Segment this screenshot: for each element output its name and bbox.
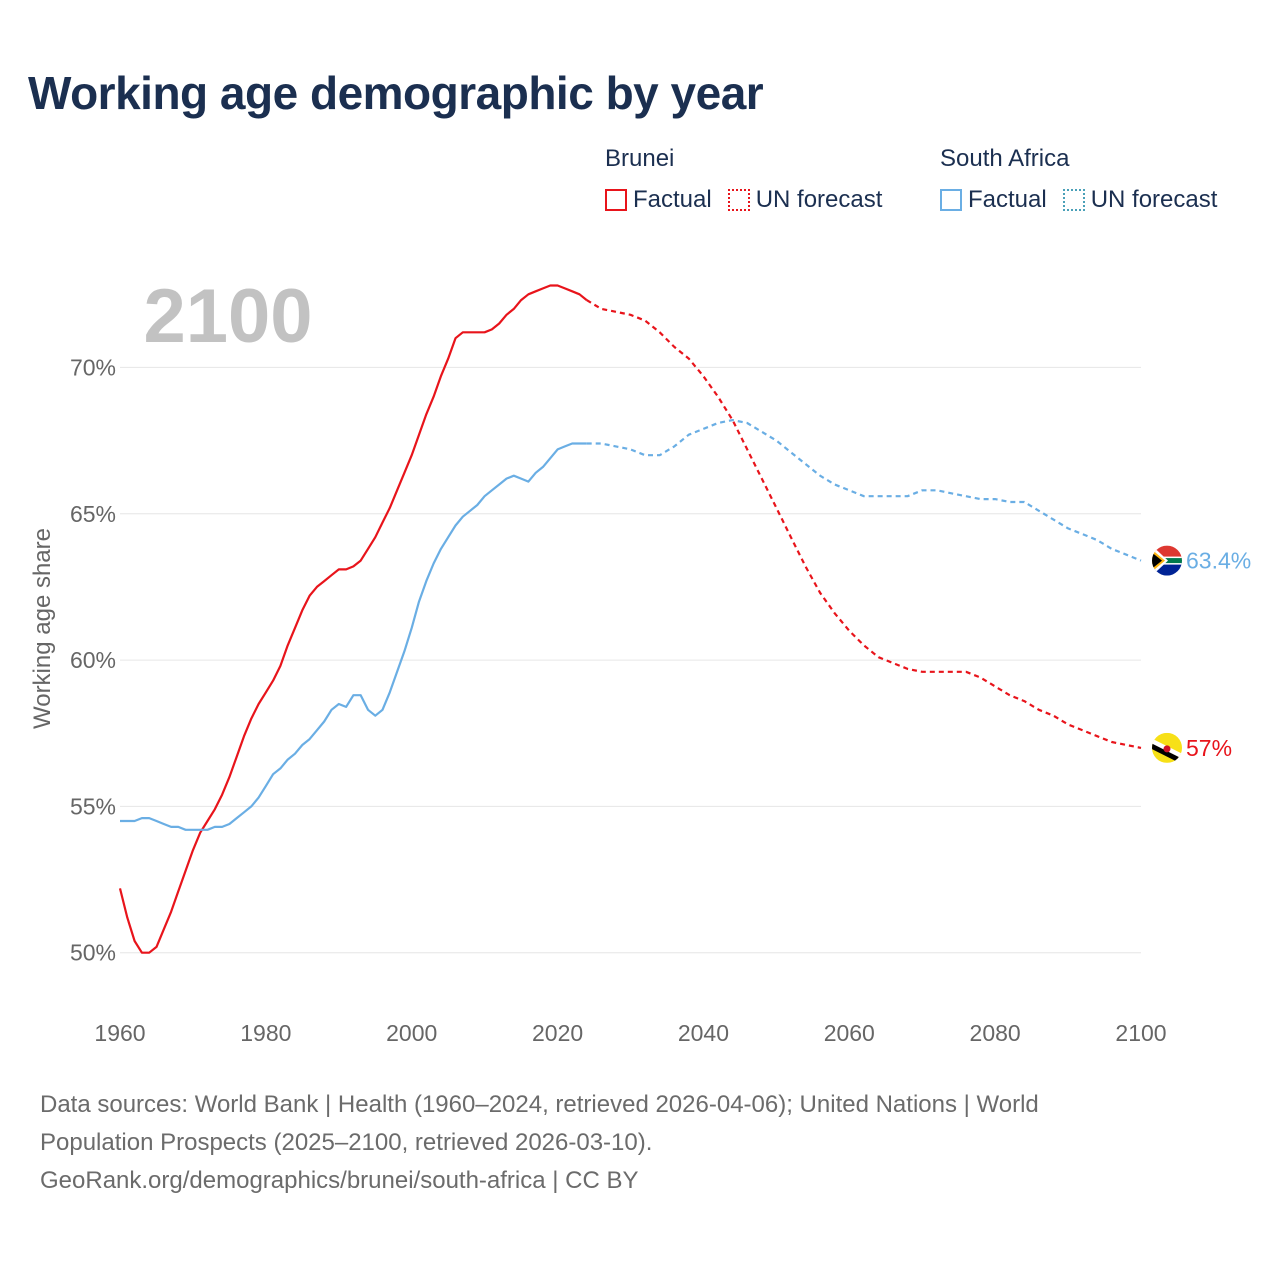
legend-swatch-solid xyxy=(940,189,962,211)
legend-label: Factual xyxy=(633,186,712,213)
y-tick-label: 70% xyxy=(70,354,116,380)
legend-swatch-solid xyxy=(605,189,627,211)
legend-label: UN forecast xyxy=(755,186,883,213)
x-tick-label: 2020 xyxy=(532,1020,583,1046)
legend-swatch-dotted xyxy=(727,189,750,211)
chart-title: Working age demographic by year xyxy=(28,67,764,119)
x-tick-label: 1960 xyxy=(94,1020,145,1046)
footer-sources-line-2: Population Prospects (2025–2100, retriev… xyxy=(40,1129,653,1156)
year-watermark: 2100 xyxy=(143,274,312,359)
x-tick-label: 2100 xyxy=(1115,1020,1166,1046)
x-tick-label: 2080 xyxy=(970,1020,1021,1046)
legend-item-brunei-forecast[interactable]: UN forecast xyxy=(727,186,883,214)
legend-label: UN forecast xyxy=(1090,186,1218,213)
series-line-brunei-factual xyxy=(118,284,588,954)
footer-credit-link[interactable]: GeoRank.org/demographics/brunei/south-af… xyxy=(40,1167,639,1194)
legend-group-brunei: Brunei Factual UN forecast xyxy=(605,144,898,214)
legend-item-brunei-factual[interactable]: Factual xyxy=(605,186,712,214)
flag-south-africa-icon xyxy=(1152,545,1182,576)
footer: Data sources: World Bank | Health (1960–… xyxy=(40,1086,1240,1200)
y-axis-label: Working age share xyxy=(29,528,56,729)
end-value-label-south-africa: 63.4% xyxy=(1186,548,1251,574)
legend-item-south-africa-factual[interactable]: Factual xyxy=(940,186,1047,214)
legend-label: Factual xyxy=(968,186,1047,213)
series-line-south-africa-forecast xyxy=(586,419,1142,562)
series-line-south-africa-factual xyxy=(120,442,587,831)
legend-group-name: South Africa xyxy=(940,145,1070,172)
flag-brunei-icon xyxy=(1152,732,1182,763)
legend-group-south-africa: South Africa Factual UN forecast xyxy=(940,144,1233,214)
series-line-brunei-forecast xyxy=(586,299,1142,749)
footer-sources-line-1: Data sources: World Bank | Health (1960–… xyxy=(40,1091,1039,1118)
y-tick-label: 50% xyxy=(70,940,116,966)
y-tick-label: 55% xyxy=(70,793,116,819)
legend-item-south-africa-forecast[interactable]: UN forecast xyxy=(1062,186,1218,214)
x-tick-label: 2000 xyxy=(386,1020,437,1046)
y-tick-label: 65% xyxy=(70,501,116,527)
legend-swatch-dotted xyxy=(1062,189,1085,211)
end-value-label-brunei: 57% xyxy=(1186,735,1232,761)
x-tick-label: 1980 xyxy=(240,1020,291,1046)
x-tick-label: 2060 xyxy=(824,1020,875,1046)
x-tick-label: 2040 xyxy=(678,1020,729,1046)
y-tick-label: 60% xyxy=(70,647,116,673)
legend-group-name: Brunei xyxy=(605,145,675,172)
